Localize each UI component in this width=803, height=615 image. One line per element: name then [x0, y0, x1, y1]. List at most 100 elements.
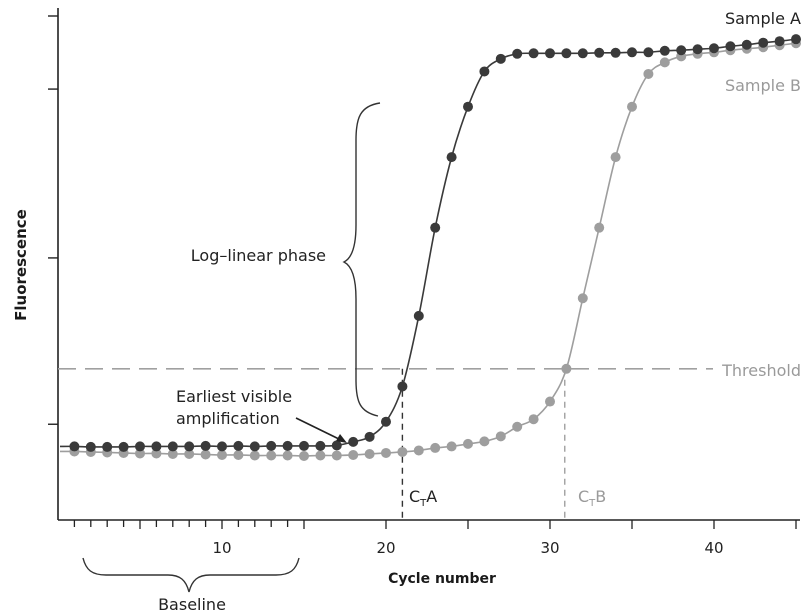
sample-a-point-30 — [545, 48, 555, 59]
sample-b-point-12 — [249, 450, 260, 461]
sample-b-point-26 — [479, 436, 490, 447]
series-sample-b — [59, 38, 801, 461]
sample-a-point-27 — [495, 53, 506, 64]
sample-a-point-34 — [610, 47, 621, 58]
sample-a-point-44 — [774, 36, 785, 47]
sample-a-point-12 — [249, 441, 260, 452]
sample-a-point-40 — [709, 43, 719, 54]
sample-a-point-42 — [741, 39, 752, 50]
earliest-amplification-label-line1: Earliest visible — [176, 387, 292, 406]
sample-a-point-32 — [577, 48, 588, 59]
x-tick-label-10: 10 — [212, 539, 231, 557]
sample-b-point-37 — [659, 57, 670, 68]
sample-b-point-8 — [184, 448, 195, 459]
x-tick-label-40: 40 — [704, 539, 723, 557]
sample-a-point-13 — [266, 440, 277, 451]
sample-a-point-43 — [758, 37, 769, 48]
x-axis-ticks: 10 20 30 40 — [73, 520, 797, 557]
sample-b-point-18 — [348, 449, 359, 460]
sample-a-point-17 — [331, 440, 342, 451]
sample-a-point-35 — [627, 47, 637, 58]
sample-a-point-14 — [282, 440, 293, 451]
sample-a-point-28 — [512, 48, 523, 59]
earliest-amplification-label-line2: amplification — [176, 409, 280, 428]
threshold-label: Threshold — [721, 361, 801, 380]
log-linear-brace — [342, 102, 381, 417]
ct-b-label: CTB — [578, 487, 606, 509]
sample-a-point-26 — [479, 66, 490, 77]
sample-b-point-14 — [282, 450, 293, 461]
sample-a-point-8 — [184, 441, 195, 452]
sample-b-point-13 — [266, 450, 277, 461]
sample-b-point-32 — [577, 293, 588, 304]
sample-b-point-33 — [594, 222, 605, 233]
series-sample-a — [59, 34, 801, 452]
sample-b-point-34 — [610, 152, 621, 163]
sample-a-point-5 — [135, 441, 145, 452]
sample-b-point-23 — [430, 442, 441, 453]
sample-b-point-20 — [381, 447, 391, 458]
sample-a-point-9 — [200, 440, 211, 451]
sample-a-point-4 — [118, 441, 129, 452]
sample-b-point-10 — [217, 449, 227, 460]
sample-a-point-37 — [659, 45, 670, 56]
sample-a-point-24 — [446, 152, 457, 163]
sample-b-point-29 — [528, 414, 539, 425]
sample-b-point-5 — [135, 448, 145, 459]
sample-b-point-30 — [545, 396, 555, 407]
sample-a-point-2 — [85, 441, 96, 452]
sample-a-point-7 — [167, 441, 178, 452]
sample-b-point-19 — [364, 448, 375, 459]
sample-b-point-25 — [463, 438, 473, 449]
sample-b-point-11 — [233, 449, 244, 460]
x-tick-label-20: 20 — [376, 539, 395, 557]
sample-b-point-31 — [561, 363, 572, 374]
sample-b-point-24 — [446, 441, 457, 452]
sample-b-curve — [59, 42, 799, 457]
sample-a-point-16 — [315, 440, 326, 451]
sample-a-point-6 — [151, 441, 162, 452]
sample-b-point-21 — [397, 446, 408, 457]
sample-b-point-36 — [643, 68, 654, 79]
sample-a-point-20 — [381, 416, 391, 427]
x-axis-title: Cycle number — [388, 571, 496, 587]
x-tick-label-30: 30 — [540, 539, 559, 557]
series-label-sample-a: Sample A — [725, 9, 801, 28]
sample-a-point-11 — [233, 440, 244, 451]
earliest-amplification-arrowhead — [336, 434, 347, 443]
baseline-label: Baseline — [158, 595, 226, 614]
sample-a-point-23 — [430, 222, 441, 233]
sample-b-point-22 — [413, 445, 424, 456]
sample-a-point-1 — [69, 441, 80, 452]
sample-a-point-41 — [725, 41, 736, 52]
sample-b-point-27 — [495, 431, 506, 442]
sample-b-point-15 — [299, 450, 309, 461]
y-axis-ticks — [48, 15, 58, 425]
sample-a-point-33 — [594, 47, 605, 58]
sample-a-point-39 — [692, 44, 703, 55]
sample-b-point-9 — [200, 449, 211, 460]
baseline-brace — [82, 557, 300, 593]
sample-a-point-25 — [463, 101, 473, 112]
sample-b-point-16 — [315, 450, 326, 461]
sample-b-point-6 — [151, 448, 162, 459]
sample-a-point-31 — [561, 48, 572, 59]
sample-a-point-45 — [791, 34, 801, 45]
sample-b-point-35 — [627, 101, 637, 112]
sample-a-point-38 — [676, 45, 687, 56]
series-label-sample-b: Sample B — [725, 76, 801, 95]
sample-b-point-17 — [331, 450, 342, 461]
sample-a-point-3 — [102, 441, 113, 452]
sample-a-point-19 — [364, 431, 375, 442]
sample-a-point-15 — [299, 440, 309, 451]
ct-a-label: CTA — [409, 487, 437, 509]
sample-a-point-10 — [217, 441, 227, 452]
sample-a-point-21 — [397, 381, 408, 392]
sample-a-point-36 — [643, 47, 654, 58]
sample-a-point-18 — [348, 436, 359, 447]
sample-b-point-28 — [512, 421, 523, 432]
sample-b-point-7 — [167, 448, 178, 459]
sample-a-curve — [59, 38, 799, 448]
y-axis-title: Fluorescence — [12, 209, 30, 321]
